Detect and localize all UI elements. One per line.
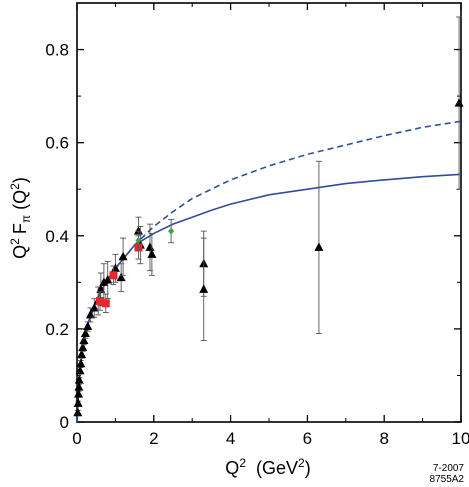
y-axis-title-arg-close: ) xyxy=(10,177,30,183)
triangle-data-point xyxy=(73,407,83,417)
y-axis-title-sub: π xyxy=(19,215,33,223)
triangle-data-point xyxy=(78,342,88,352)
triangle-data-point xyxy=(199,284,209,293)
square-data-point xyxy=(96,296,105,305)
x-axis-title-unit-sup: 2 xyxy=(298,456,305,470)
y-axis-title: Q2Fπ(Q2) xyxy=(8,177,33,259)
x-tick-label: 0 xyxy=(72,429,81,448)
y-tick-label: 0 xyxy=(60,413,69,432)
svg-text:Q2Fπ(Q2): Q2Fπ(Q2) xyxy=(8,177,33,259)
triangle-data-point xyxy=(74,389,84,398)
diamond-data-point xyxy=(168,227,175,235)
x-tick-label: 6 xyxy=(303,429,312,448)
triangle-data-point xyxy=(116,272,126,282)
triangle-data-point xyxy=(74,375,84,384)
triangle-data-point xyxy=(77,349,87,358)
triangle-data-point xyxy=(454,98,464,107)
y-axis-title-f: F xyxy=(10,223,30,234)
triangle-data-point xyxy=(96,284,106,293)
y-axis-title-sup: 2 xyxy=(8,238,22,245)
triangle-data-point xyxy=(89,302,99,312)
triangle-data-point xyxy=(76,358,86,368)
x-axis-title-unit-close: ) xyxy=(305,458,311,478)
y-tick-label: 0.2 xyxy=(45,320,69,339)
x-tick-label: 4 xyxy=(226,429,235,448)
y-tick-label: 0.6 xyxy=(45,134,69,153)
y-tick-label: 0.8 xyxy=(45,41,69,60)
square-data-point xyxy=(101,299,110,308)
x-axis-title-unit: (GeV xyxy=(256,458,298,478)
y-tick-label: 0.4 xyxy=(45,227,69,246)
square-data-point xyxy=(109,271,118,280)
triangle-data-point xyxy=(145,242,155,251)
triangle-data-point xyxy=(314,242,324,251)
plot-area: 0 2 4 6 8 10 0 0.2 0.4 0.6 0.8 xyxy=(45,2,469,448)
x-tick-label: 10 xyxy=(452,429,469,448)
solid-curve xyxy=(76,173,462,423)
triangle-data-point xyxy=(80,328,90,338)
y-axis-title-arg: (Q xyxy=(10,190,30,210)
triangle-data-point xyxy=(83,321,93,331)
x-axis-title-sup: 2 xyxy=(239,456,246,470)
triangle-data-point xyxy=(85,309,95,319)
x-axis-title: Q2 (GeV2) xyxy=(225,456,310,478)
x-tick-label: 2 xyxy=(149,429,158,448)
triangle-data-point xyxy=(73,398,83,407)
triangle-data-point xyxy=(103,275,113,284)
y-axis-title-q: Q xyxy=(10,245,30,259)
plot-frame xyxy=(76,2,462,423)
dashed-curve xyxy=(76,120,462,423)
x-tick-label: 8 xyxy=(379,429,388,448)
triangle-data-point xyxy=(74,382,84,391)
triangle-data-point xyxy=(79,335,89,345)
triangle-data-point xyxy=(118,251,128,261)
triangle-data-point xyxy=(75,365,85,375)
triangle-data-point xyxy=(147,249,157,258)
diamond-data-point xyxy=(135,236,142,244)
triangle-data-point xyxy=(99,277,109,286)
figure-stamp-date: 7-2007 xyxy=(433,463,465,474)
figure-stamp-id: 8755A2 xyxy=(430,474,465,485)
y-axis-title-arg-sup: 2 xyxy=(8,183,22,190)
x-axis-title-q: Q xyxy=(225,458,239,478)
